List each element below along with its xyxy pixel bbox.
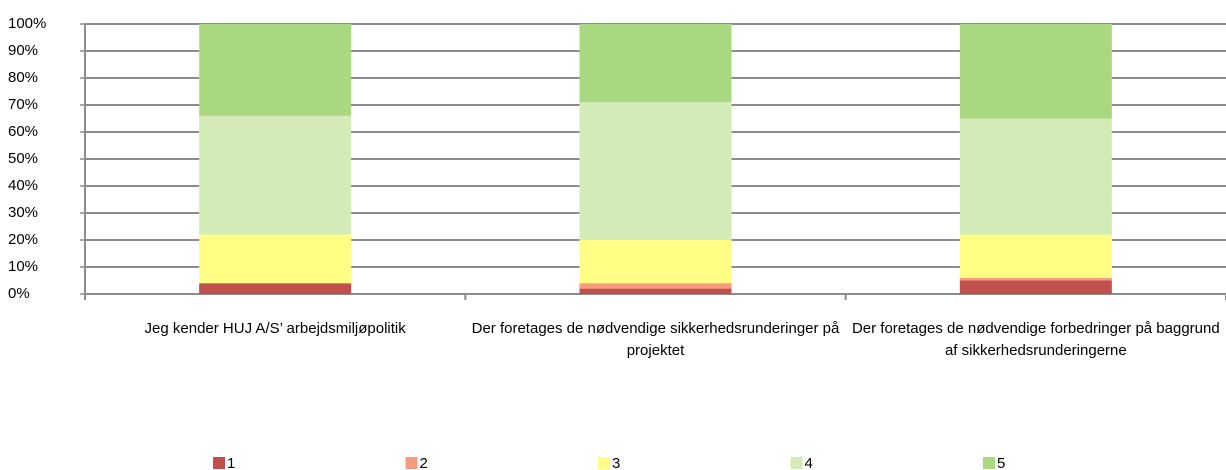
y-tick-label: 80%	[8, 69, 38, 86]
x-tick-label: Der foretages de nødvendige sikkerhedsru…	[471, 320, 840, 359]
y-tick-label: 50%	[8, 150, 38, 167]
y-tick-label: 30%	[8, 204, 38, 221]
bar-segment	[199, 234, 352, 284]
legend-swatch	[983, 457, 995, 469]
bar-segment	[199, 115, 352, 235]
bar-segment	[579, 288, 732, 294]
y-tick-label: 20%	[8, 231, 38, 248]
y-tick-label: 10%	[8, 258, 38, 275]
bar-segment	[959, 280, 1112, 294]
legend-label: 5	[997, 455, 1005, 470]
bar-segment	[579, 102, 732, 240]
x-tick-label: Der foretages de nødvendige forbedringer…	[851, 320, 1220, 359]
y-tick-label: 0%	[8, 285, 30, 302]
y-tick-label: 70%	[8, 96, 38, 113]
y-tick-label: 40%	[8, 177, 38, 194]
legend-swatch	[213, 457, 225, 469]
legend-label: 1	[227, 455, 235, 470]
legend-swatch	[790, 457, 803, 469]
bar-segment	[959, 24, 1112, 119]
bar-segment	[579, 283, 732, 289]
legend-label: 3	[612, 455, 620, 470]
legend-label: 4	[805, 455, 813, 470]
bar-segment	[959, 234, 1112, 278]
y-tick-label: 60%	[8, 123, 38, 140]
bar-segment	[199, 24, 352, 116]
bar-segment	[959, 277, 1112, 281]
y-tick-label: 100%	[8, 15, 46, 32]
x-tick-label: Jeg kender HUJ A/S’ arbejdsmiljøpolitik	[144, 320, 406, 337]
legend-swatch	[598, 457, 610, 469]
legend-label: 2	[420, 455, 428, 470]
bar-segment	[199, 283, 352, 294]
bar-segment	[579, 240, 732, 284]
legend-swatch	[405, 457, 418, 469]
bar-segment	[959, 118, 1112, 235]
bar-segment	[579, 24, 732, 103]
y-tick-label: 90%	[8, 42, 38, 59]
